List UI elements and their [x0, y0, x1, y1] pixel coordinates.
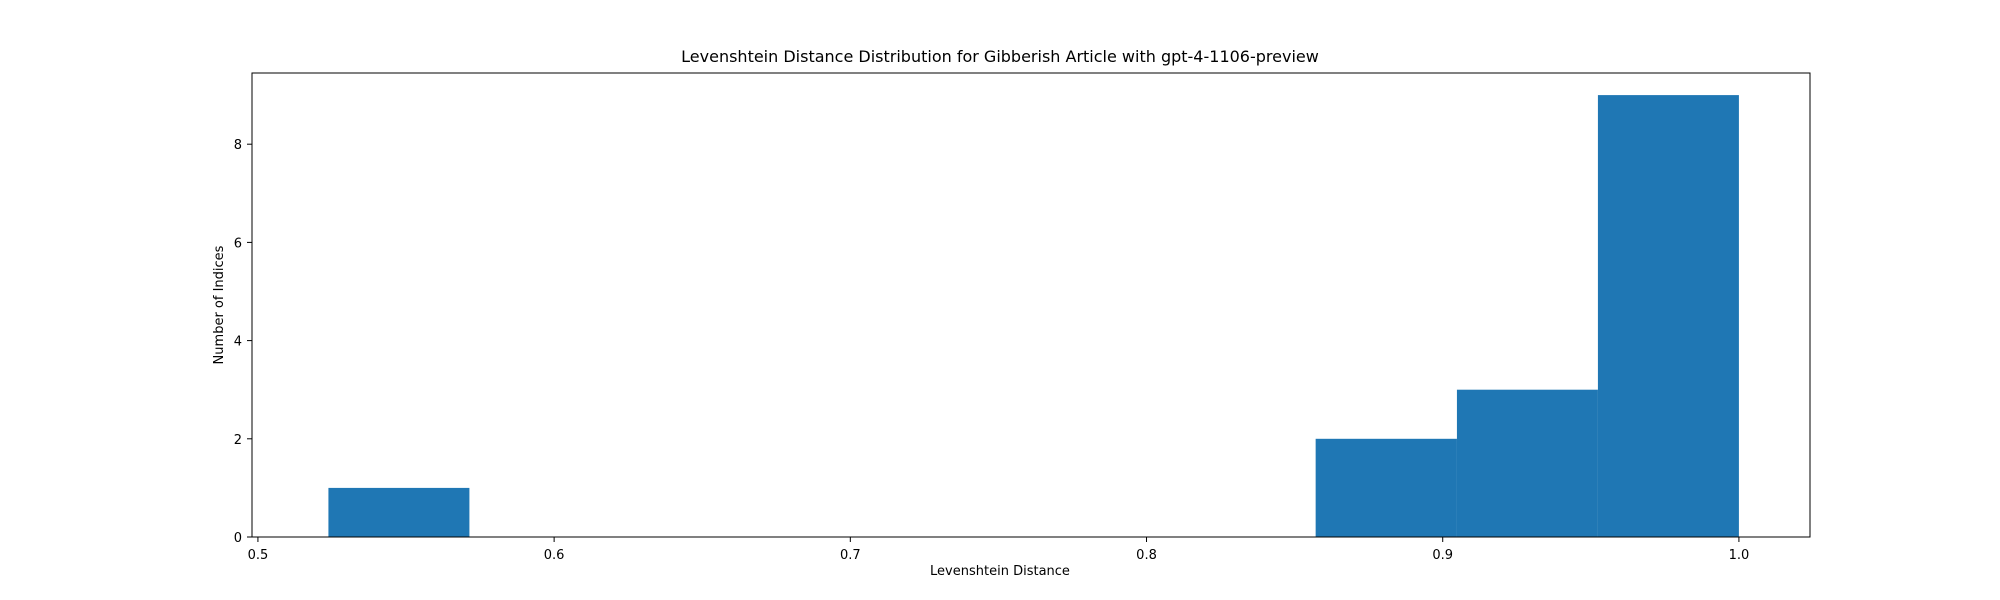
y-tick-label: 4 [234, 335, 242, 350]
y-tick-label: 2 [234, 433, 242, 448]
bars-group [328, 95, 1739, 537]
y-tick-label: 0 [234, 531, 242, 546]
histogram-bar-7 [1315, 438, 1457, 537]
plot-frame [251, 72, 1811, 538]
x-axis-ticks: 0.5 0.6 0.7 0.8 0.9 1.0 [248, 537, 1750, 563]
x-tick-label: 0.6 [544, 548, 565, 563]
y-tick-label: 8 [234, 138, 242, 153]
y-tick-label: 6 [234, 236, 242, 251]
histogram-bar-8 [1456, 389, 1598, 537]
y-axis-ticks: 0 2 4 6 8 [234, 138, 252, 546]
histogram-bar-0 [328, 487, 470, 537]
x-axis-label: Levenshtein Distance [930, 564, 1070, 579]
chart-title: Levenshtein Distance Distribution for Gi… [681, 47, 1319, 66]
x-tick-label: 0.7 [840, 548, 861, 563]
x-tick-label: 0.8 [1136, 548, 1157, 563]
x-tick-label: 1.0 [1729, 548, 1750, 563]
histogram-bar-9 [1597, 95, 1739, 537]
x-tick-label: 0.9 [1432, 548, 1453, 563]
y-axis-label: Number of Indices [212, 245, 227, 364]
x-tick-label: 0.5 [248, 548, 269, 563]
